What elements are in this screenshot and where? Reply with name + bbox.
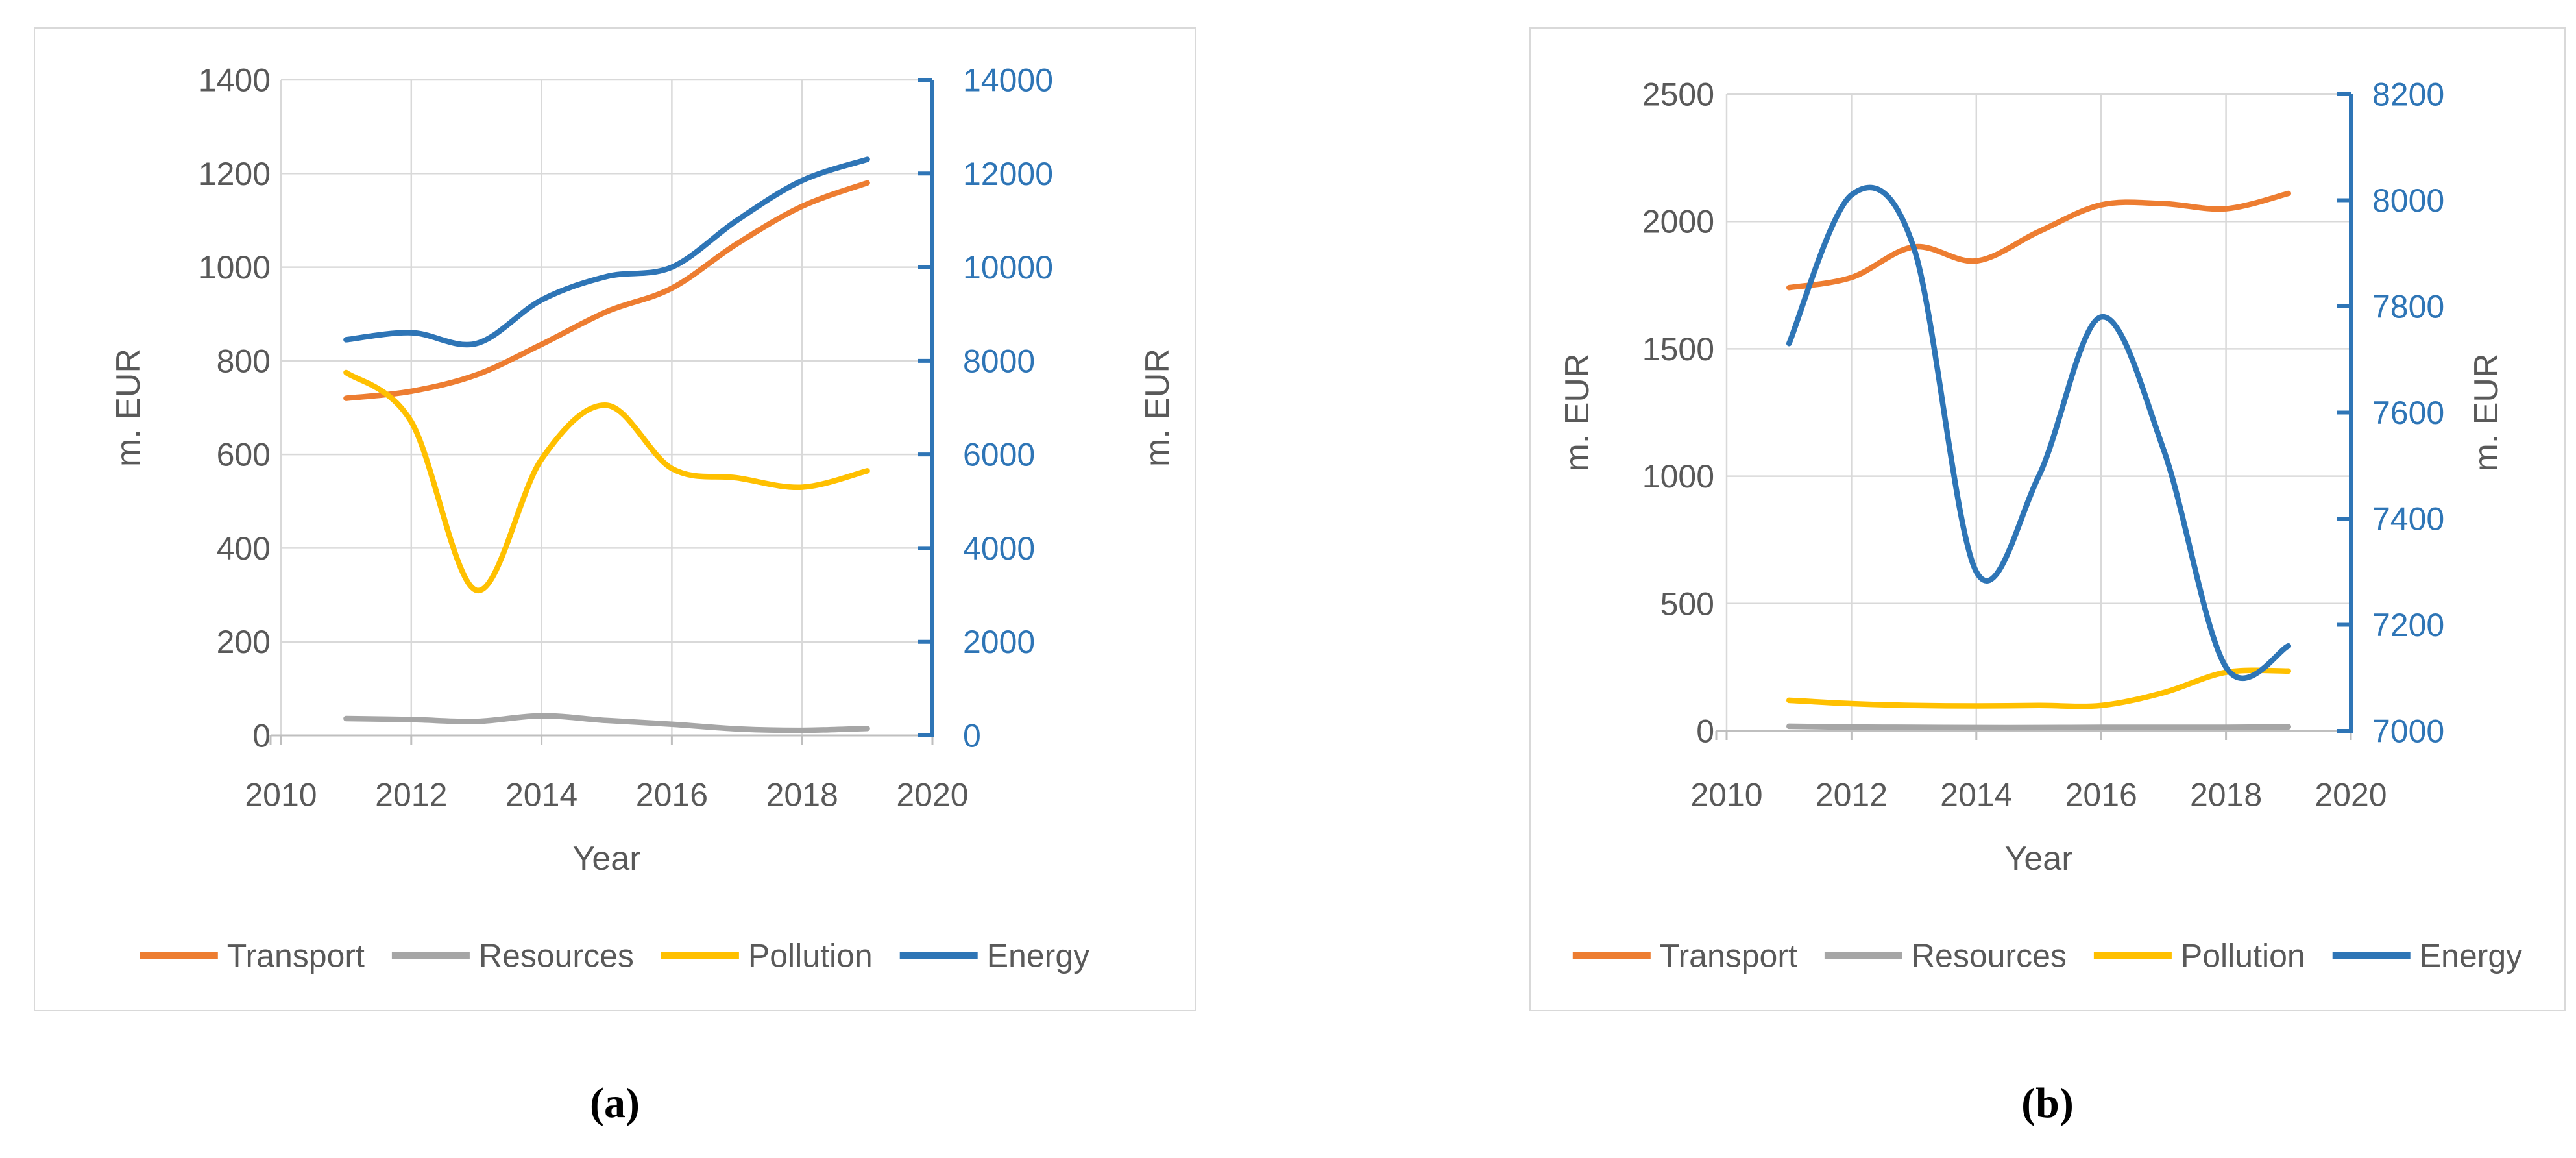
right-axis-tick-label: 2000 (963, 624, 1035, 660)
left-axis-tick-label: 1000 (1642, 458, 1714, 495)
legend-item: Energy (899, 938, 1089, 974)
x-axis-tick-label: 2016 (2065, 777, 2137, 813)
right-axis-tick-label: 7400 (2372, 501, 2444, 537)
x-axis-tick-label: 2020 (2315, 777, 2387, 813)
legend-label: Resources (1912, 938, 2067, 974)
x-axis-tick-label: 2018 (2190, 777, 2262, 813)
legend-item: Resources (391, 938, 634, 974)
x-axis-tick-label: 2010 (245, 777, 317, 813)
series-line-energy (343, 156, 870, 348)
right-axis-tick-label: 14000 (963, 62, 1053, 99)
legend-item: Transport (140, 938, 365, 974)
series-line-transport (1786, 190, 2292, 291)
left-axis-tick-label: 500 (1660, 585, 1714, 622)
left-axis-tick-label: 400 (217, 530, 271, 567)
right-axis-tick-label: 6000 (963, 437, 1035, 473)
right-axis-tick-label: 7000 (2372, 713, 2444, 750)
series-line-energy (1786, 184, 2292, 682)
x-axis-tick-label: 2014 (1940, 777, 2012, 813)
legend-label: Transport (1660, 938, 1797, 974)
right-axis-tick-label: 8000 (963, 343, 1035, 379)
legend-item: Pollution (2093, 938, 2305, 974)
legend: Transport Resources Pollution Energy (1572, 938, 2522, 974)
right-axis-tick-label: 0 (963, 718, 981, 754)
x-axis-title: Year (572, 840, 640, 878)
series-line-transport (343, 180, 870, 401)
x-axis-tick-label: 2010 (1690, 777, 1762, 813)
left-axis-tick-label: 200 (217, 624, 271, 660)
right-axis-title: m. EUR (1139, 349, 1176, 467)
right-axis-tick-label: 7800 (2372, 289, 2444, 325)
series-line-pollution (1786, 667, 2292, 709)
legend-label: Transport (227, 938, 365, 974)
right-axis-tick-label: 7200 (2372, 607, 2444, 643)
caption-a: (a) (590, 1079, 640, 1127)
legend-item: Pollution (661, 938, 873, 974)
legend-item: Resources (1824, 938, 2067, 974)
x-axis-tick-label: 2018 (766, 777, 838, 813)
x-axis-tick-label: 2012 (375, 777, 447, 813)
legend-label: Energy (987, 938, 1089, 974)
left-axis-tick-label: 1500 (1642, 331, 1714, 367)
left-axis-tick-label: 2000 (1642, 204, 1714, 240)
left-axis-tick-label: 0 (1696, 713, 1714, 750)
left-axis-title: m. EUR (110, 349, 147, 467)
left-axis-tick-label: 0 (252, 718, 271, 754)
series-line-pollution (343, 369, 870, 593)
legend-label: Energy (2420, 938, 2522, 974)
chart-panel-b: 0 500 1000 1500 2000 2500 7000 7200 7400 7600 7800… (1529, 27, 2566, 1011)
right-axis-tick-label: 4000 (963, 530, 1035, 567)
chart-panel-a: 0 200 400 600 800 1000 1200 1400 0 2000 4000 6000 80… (34, 27, 1196, 1011)
right-axis-tick-label: 8200 (2372, 77, 2444, 113)
x-axis-tick-label: 2012 (1816, 777, 1888, 813)
caption-b: (b) (2021, 1079, 2074, 1127)
chart-b-svg: 0 500 1000 1500 2000 2500 7000 7200 7400 7600 7800… (1559, 77, 2522, 974)
left-axis-tick-label: 600 (217, 437, 271, 473)
legend-item: Energy (2332, 938, 2522, 974)
series-line-resources (343, 713, 870, 733)
x-axis-tick-label: 2016 (636, 777, 708, 813)
right-axis-tick-label: 10000 (963, 249, 1053, 286)
left-axis-tick-label: 1000 (199, 249, 271, 286)
left-axis-tick-label: 800 (217, 343, 271, 379)
chart-a-svg: 0200400600800100012001400020004000600080… (110, 62, 1176, 974)
x-axis-tick-label: 2020 (896, 777, 968, 813)
legend: Transport Resources Pollution Energy (140, 938, 1089, 974)
legend-item: Transport (1572, 938, 1797, 974)
left-axis-tick-label: 1200 (199, 156, 271, 192)
x-axis-tick-label: 2014 (505, 777, 577, 813)
left-axis-tick-label: 1400 (199, 62, 271, 99)
left-axis-tick-label: 2500 (1642, 77, 1714, 113)
right-axis-tick-label: 8000 (2372, 182, 2444, 219)
legend-label: Resources (479, 938, 634, 974)
x-axis-title: Year (2004, 840, 2072, 878)
legend-label: Pollution (748, 938, 873, 974)
right-axis-tick-label: 7600 (2372, 395, 2444, 431)
right-axis-tick-label: 12000 (963, 156, 1053, 192)
left-axis-title: m. EUR (1559, 354, 1596, 472)
legend-label: Pollution (2181, 938, 2305, 974)
series-line-resources (1786, 723, 2292, 731)
right-axis-title: m. EUR (2468, 354, 2505, 472)
